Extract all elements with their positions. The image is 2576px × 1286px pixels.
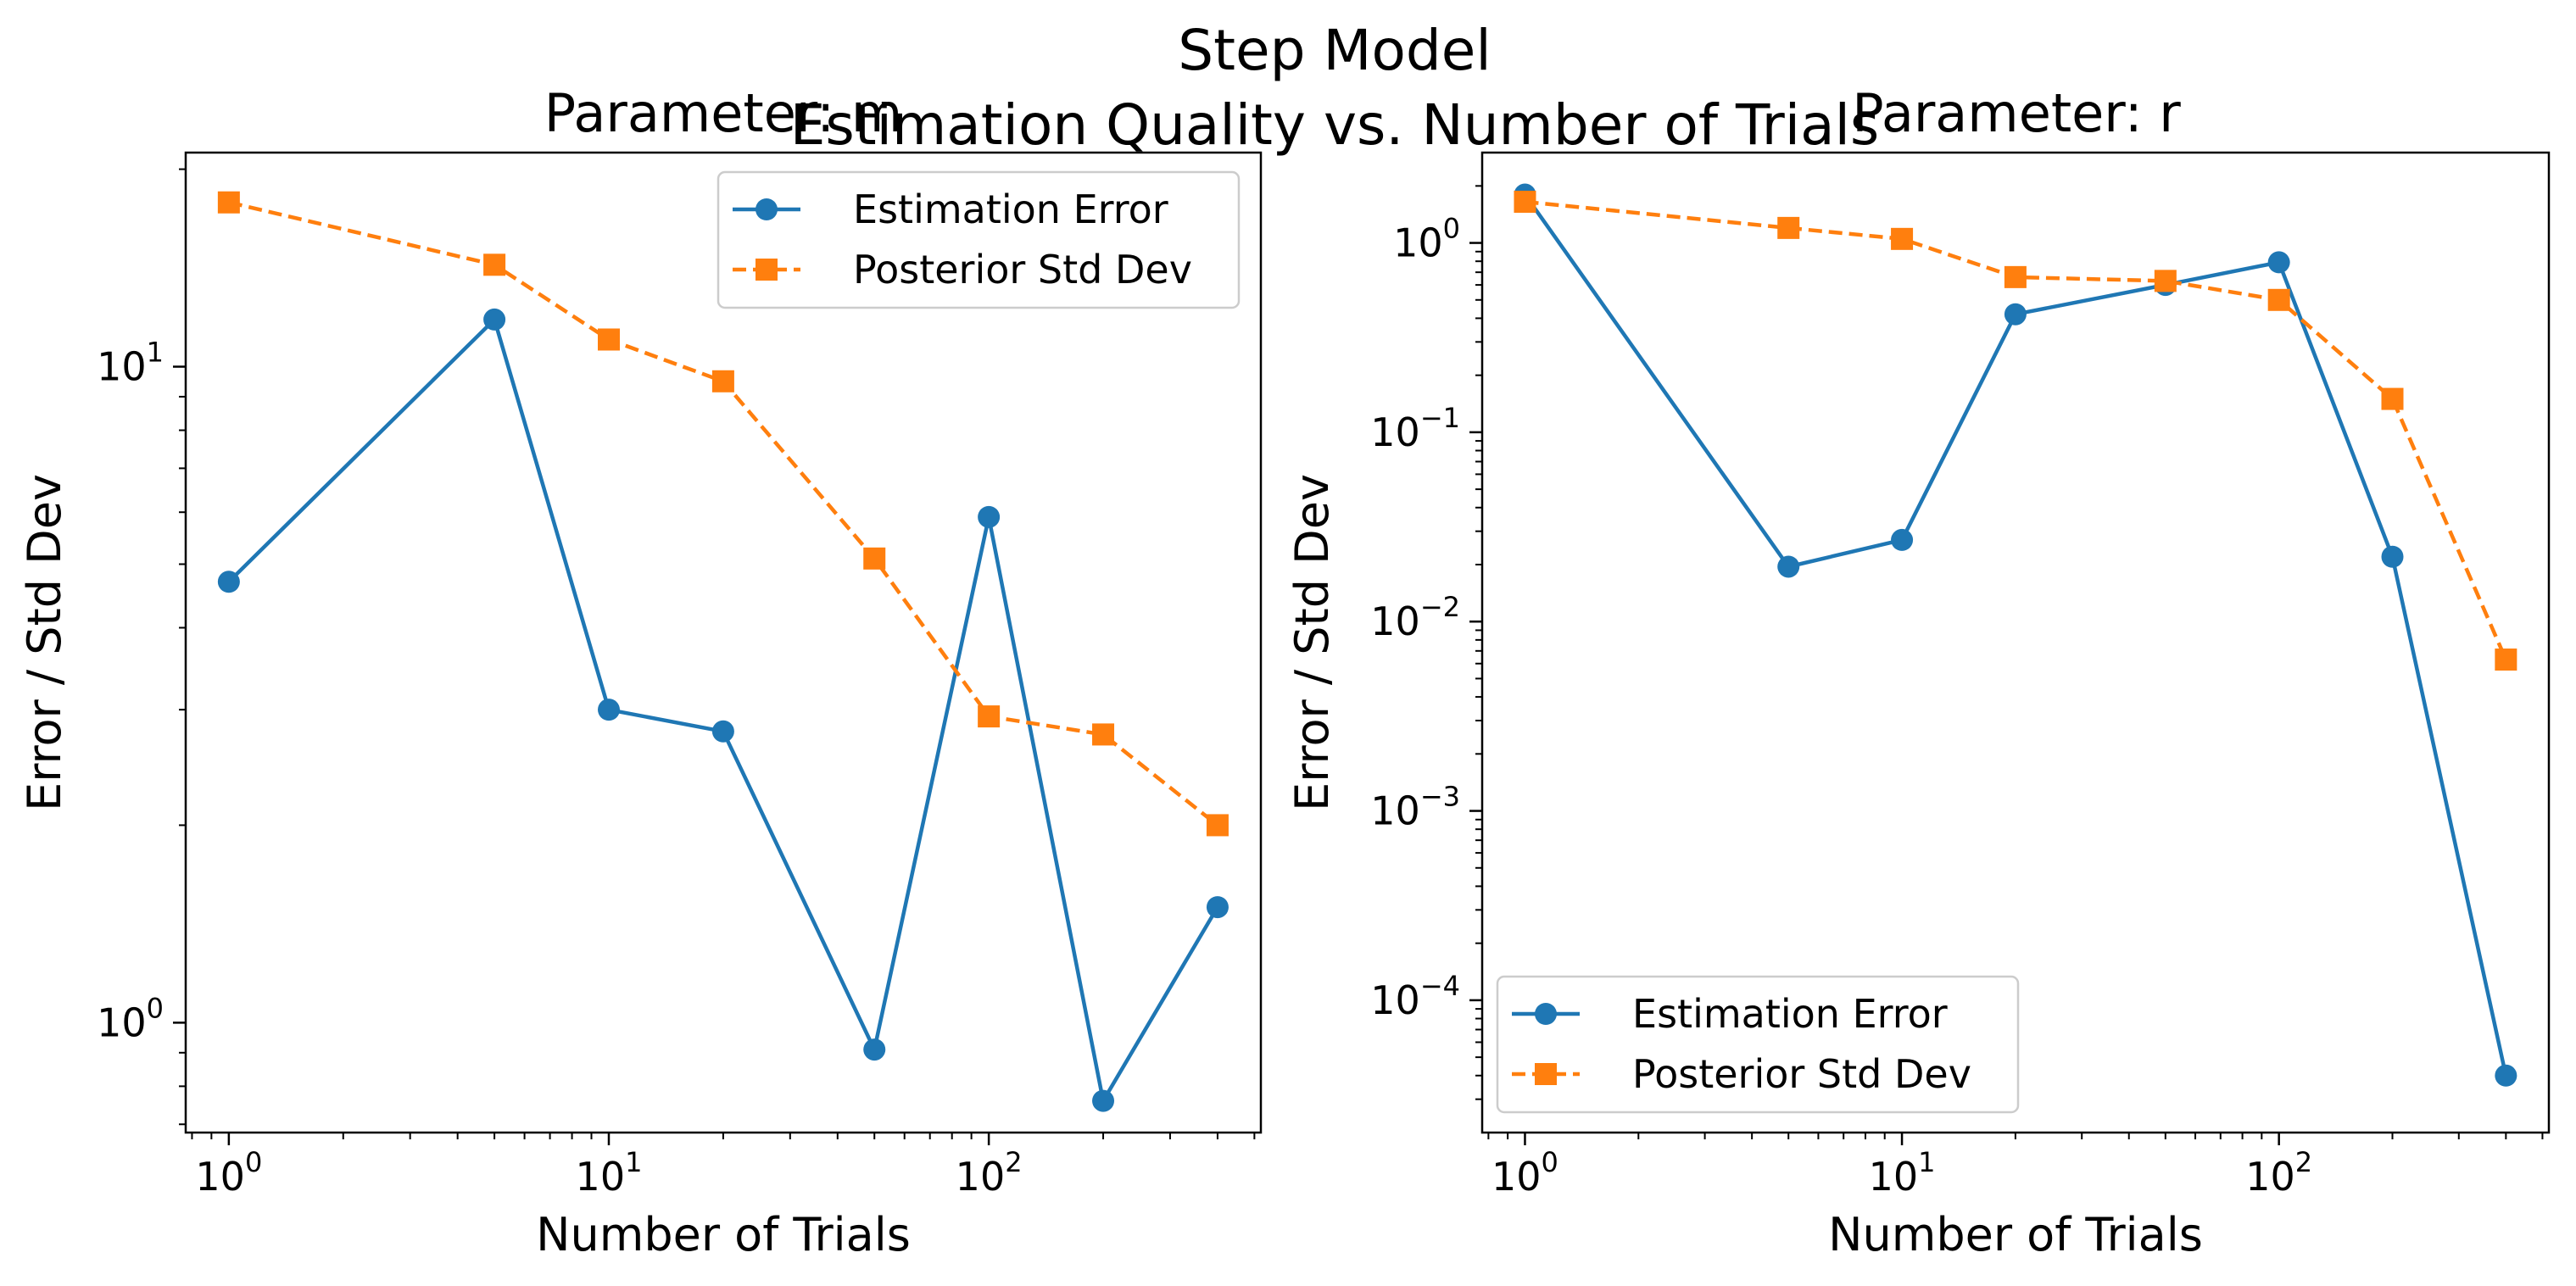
x-tick-label-m: 102	[956, 1146, 1023, 1200]
error-point-r	[2495, 1064, 2517, 1087]
std-point-m	[1092, 723, 1115, 746]
legend-std-label-r: Posterior Std Dev	[1632, 1051, 1971, 1097]
y-tick-label-r: 10−4	[1370, 970, 1460, 1023]
legend-std-marker-m	[756, 259, 778, 281]
legend-error-label-m: Estimation Error	[853, 186, 1168, 232]
figure-title-line1: Step Model	[1178, 18, 1491, 83]
error-point-r	[2381, 545, 2404, 568]
error-point-m	[711, 720, 734, 743]
std-point-m	[711, 370, 734, 392]
error-point-m	[863, 1038, 886, 1061]
std-point-m	[217, 191, 240, 214]
error-point-m	[483, 308, 506, 331]
error-point-m	[978, 505, 1001, 528]
series-layer-r	[1514, 183, 2517, 1087]
std-point-m	[598, 328, 621, 351]
figure-title-line2: Estimation Quality vs. Number of Trials	[790, 92, 1880, 158]
error-point-r	[1891, 528, 1914, 551]
std-point-m	[1206, 814, 1229, 837]
x-axis-label-m: Number of Trials	[536, 1208, 911, 1261]
y-axis-label-r: Error / Std Dev	[1285, 474, 1339, 811]
std-point-r	[1514, 190, 1536, 213]
std-point-r	[2154, 270, 2177, 292]
legend-frame-m	[716, 170, 1241, 309]
error-point-r	[1777, 555, 1800, 578]
legend-frame-r	[1496, 975, 2020, 1114]
y-tick-label-m: 100	[97, 992, 164, 1045]
std-point-m	[483, 253, 506, 276]
legend-m: Estimation Error Posterior Std Dev	[716, 170, 1241, 309]
legend-error-marker-r	[1535, 1003, 1557, 1025]
legend-std-label-m: Posterior Std Dev	[853, 247, 1192, 292]
legend-r: Estimation Error Posterior Std Dev	[1496, 975, 2020, 1114]
error-point-m	[1092, 1089, 1115, 1112]
error-point-m	[1206, 896, 1229, 919]
error-series-line-m	[227, 317, 1219, 1103]
x-axis-label-r: Number of Trials	[1828, 1208, 2203, 1261]
legend-std-marker-r	[1535, 1063, 1557, 1085]
std-point-r	[2495, 649, 2517, 671]
subplot-title-r: Parameter: r	[1852, 82, 2181, 144]
series-layer-m	[217, 191, 1229, 1112]
y-ticks-m: 100 101	[97, 168, 186, 1126]
y-axis-label-m: Error / Std Dev	[18, 474, 71, 811]
std-point-m	[978, 705, 1001, 728]
error-point-r	[2267, 251, 2290, 274]
std-point-r	[2381, 387, 2404, 410]
subplot-parameter-m: Parameter: m 100 101 102 100 101 Number of …	[18, 82, 1263, 1261]
std-point-m	[863, 547, 886, 570]
std-series-line-r	[1525, 199, 2508, 660]
legend-error-label-r: Estimation Error	[1632, 991, 1948, 1037]
std-point-r	[1891, 227, 1914, 250]
std-series-line-m	[228, 200, 1219, 827]
subplot-title-m: Parameter: m	[544, 82, 902, 144]
std-point-r	[1777, 216, 1800, 239]
error-point-m	[598, 699, 621, 721]
error-point-m	[217, 571, 240, 593]
error-point-r	[2004, 303, 2027, 326]
y-tick-label-r: 10−1	[1370, 402, 1460, 455]
std-point-r	[2267, 288, 2290, 311]
legend-error-marker-m	[756, 198, 778, 220]
y-tick-label-m: 101	[97, 337, 164, 390]
std-point-r	[2004, 265, 2027, 288]
error-series-line-r	[1523, 193, 2508, 1077]
